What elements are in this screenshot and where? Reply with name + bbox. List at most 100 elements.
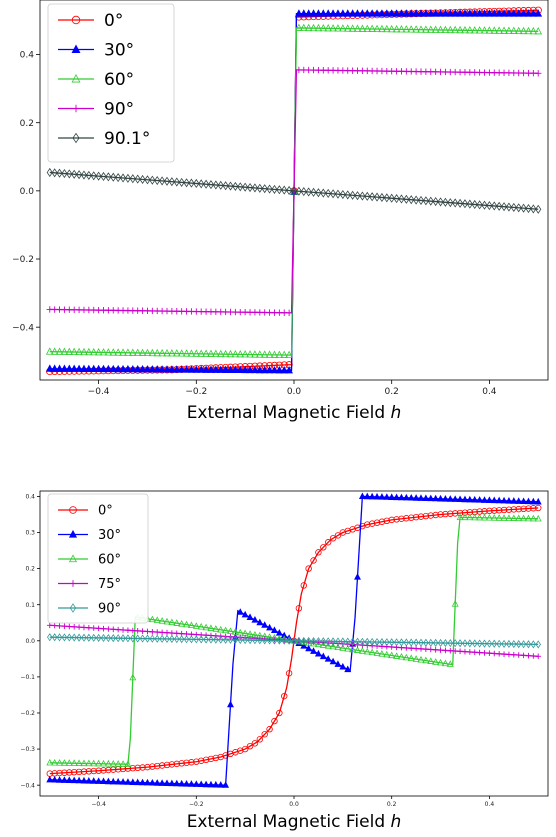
series-marker: [168, 779, 176, 787]
series-marker: [76, 170, 83, 180]
y-tick-label: −0.3: [20, 746, 35, 753]
series-marker: [506, 639, 512, 649]
series-marker: [168, 618, 176, 626]
series-marker: [374, 637, 380, 647]
series-marker: [173, 619, 181, 626]
series-marker: [491, 201, 498, 211]
series-marker: [70, 776, 78, 784]
series-marker: [447, 647, 454, 654]
series-marker: [480, 26, 489, 34]
series-marker: [397, 652, 405, 660]
series-marker: [222, 635, 229, 644]
series-marker: [257, 636, 263, 645]
series-marker: [529, 497, 537, 505]
series-marker: [187, 349, 196, 357]
series-marker: [461, 9, 469, 17]
series-marker: [422, 494, 430, 502]
series-marker: [388, 193, 395, 203]
series-marker: [447, 198, 454, 208]
series-marker: [104, 348, 113, 356]
series-marker: [301, 636, 307, 646]
series-marker: [407, 493, 415, 501]
series-marker: [110, 626, 117, 633]
series-marker: [285, 670, 293, 677]
series-marker: [173, 760, 180, 768]
series-marker: [334, 24, 342, 32]
series-marker: [65, 347, 74, 355]
series-marker: [46, 775, 54, 783]
series-marker: [275, 365, 284, 374]
series-marker: [202, 780, 210, 788]
legend-marker: [69, 603, 77, 613]
series-marker: [95, 633, 102, 642]
series-marker: [119, 364, 127, 373]
series-marker: [265, 365, 274, 374]
series-marker: [329, 535, 337, 542]
series-marker: [232, 635, 239, 645]
series-marker: [310, 637, 317, 646]
series-marker: [334, 660, 342, 667]
series-marker: [56, 623, 63, 629]
series-marker: [417, 494, 425, 501]
series-marker: [86, 624, 92, 631]
series-marker: [382, 24, 391, 33]
series-marker: [496, 639, 502, 648]
series-marker: [153, 348, 162, 357]
series-marker: [295, 605, 303, 612]
series-marker: [75, 768, 83, 776]
series-marker: [393, 194, 400, 204]
series-marker: [480, 9, 489, 17]
series-marker: [139, 634, 146, 643]
series-marker: [304, 23, 313, 32]
series-marker: [99, 348, 108, 356]
series-marker: [241, 350, 250, 358]
series-marker: [281, 692, 288, 700]
series-marker: [437, 511, 444, 518]
x-tick-label: 0.4: [485, 801, 495, 808]
series-marker: [80, 364, 88, 372]
series-marker: [476, 649, 483, 656]
series-marker: [193, 758, 200, 765]
series-marker: [447, 510, 454, 517]
series-marker: [520, 640, 527, 649]
series-marker: [202, 623, 210, 631]
series-marker: [441, 9, 450, 17]
series-marker: [65, 776, 73, 783]
series-marker: [398, 194, 405, 204]
legend-marker: [69, 506, 77, 514]
series-marker: [256, 736, 264, 743]
series-marker: [325, 637, 331, 646]
series-marker: [50, 347, 59, 355]
series-marker: [177, 365, 186, 373]
series-marker: [285, 350, 293, 359]
series-marker: [188, 759, 195, 766]
series-marker: [202, 349, 210, 357]
series-marker: [495, 26, 504, 34]
series-marker: [495, 507, 503, 514]
series-marker: [383, 517, 391, 525]
series-marker: [325, 188, 332, 198]
series-marker: [378, 650, 386, 657]
series-marker: [241, 365, 250, 374]
series-marker: [511, 639, 517, 649]
series-marker: [261, 636, 268, 645]
series-marker: [256, 183, 263, 193]
series-marker: [383, 193, 390, 203]
series-marker: [407, 9, 416, 17]
series-marker: [75, 776, 83, 784]
series-marker: [320, 637, 327, 646]
series-marker: [417, 655, 425, 663]
series-marker: [163, 779, 171, 787]
series-marker: [192, 365, 201, 373]
series-marker: [481, 200, 488, 210]
legend-label: 60°: [104, 70, 134, 90]
series-marker: [310, 187, 317, 197]
series-marker: [75, 347, 83, 356]
series-marker: [324, 9, 333, 17]
series-marker: [270, 350, 279, 358]
series-marker: [462, 648, 468, 655]
series-marker: [481, 513, 488, 521]
series-marker: [154, 629, 161, 635]
series-marker: [364, 191, 371, 201]
